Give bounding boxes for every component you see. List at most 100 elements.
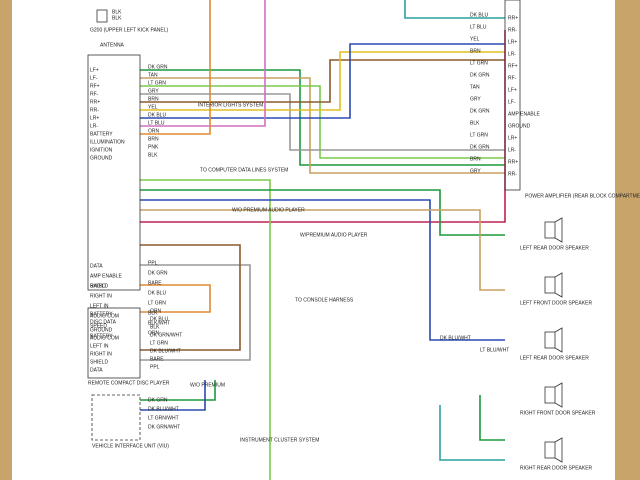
wire-label: DK BLU: [148, 290, 166, 296]
wire-label: BLK: [112, 9, 122, 15]
speaker-cone: [554, 272, 563, 298]
wire-label: DK GRN/WHT: [148, 424, 180, 430]
annotation: W/PREMIUM AUDIO PLAYER: [300, 232, 368, 238]
pin-label: ILLUMINATION: [90, 139, 125, 145]
cd-title: REMOTE COMPACT DISC PLAYER: [88, 380, 170, 386]
antenna-label: ANTENNA: [100, 42, 125, 48]
pin-label: RR-: [508, 171, 517, 177]
cd-player-box: [87, 307, 141, 379]
wire-label: BLK: [150, 324, 160, 330]
viu-title: VEHICLE INTERFACE UNIT (VIU): [92, 443, 169, 449]
speaker-label: LEFT REAR DOOR SPEAKER: [520, 245, 589, 251]
ground-block: [96, 9, 108, 23]
annotation: W/O PREMIUM: [190, 382, 225, 388]
pin-label: LR-: [90, 123, 98, 129]
wire-label: BRN: [148, 96, 159, 102]
wire-label: BRN: [470, 156, 481, 162]
wire-label: ORN: [150, 308, 162, 314]
pin-label: RF-: [508, 75, 517, 81]
speaker-label: LEFT REAR DOOR SPEAKER: [520, 355, 589, 361]
pin-label: RF+: [90, 83, 100, 89]
wire-label: BLK: [470, 120, 480, 126]
ground-label: G200 (UPPER LEFT KICK PANEL): [90, 27, 169, 33]
wire-label: LT GRN: [148, 300, 166, 306]
pin-label: RR-: [90, 107, 99, 113]
wire-label: LT GRN: [150, 340, 168, 346]
pin-label: LR+: [508, 135, 517, 141]
amplifier-box: [504, 0, 521, 191]
pin-label: RF+: [508, 63, 518, 69]
pin-label: RR+: [508, 15, 518, 21]
pin-label: LEFT IN: [90, 303, 109, 309]
viu-box: [91, 394, 141, 441]
pin-label: DISC DATA: [90, 319, 117, 325]
wire-label: LT GRN: [470, 132, 488, 138]
wire-label: DK GRN: [470, 108, 490, 114]
speaker: [544, 441, 556, 459]
pin-label: RIGHT IN: [90, 293, 112, 299]
speaker-label: RIGHT REAR DOOR SPEAKER: [520, 465, 593, 471]
wire-label: LT BLU: [470, 24, 487, 30]
speaker-label: LEFT FRONT DOOR SPEAKER: [520, 300, 592, 306]
radio-box: [87, 54, 141, 291]
pin-label: GROUND: [90, 155, 113, 161]
speaker: [544, 331, 556, 349]
wire-label: LT GRN/WHT: [148, 415, 179, 421]
wire-label: BLK: [112, 15, 122, 21]
pin-label: RR+: [90, 99, 100, 105]
speaker-cone: [554, 327, 563, 353]
annotation: LT BLU/WHT: [480, 347, 509, 353]
wire-label: LT BLU: [148, 120, 165, 126]
pin-label: DATA: [90, 367, 103, 373]
pin-label: GROUND: [90, 327, 113, 333]
frame-edge: [615, 0, 640, 480]
pin-label: SHIELD: [90, 359, 108, 365]
radio-title: RADIO: [90, 283, 106, 289]
pin-label: SHIELD: [90, 283, 108, 289]
pin-label: SPEED: [90, 323, 107, 329]
wire-label: TAN: [470, 84, 480, 90]
wire-label: PPL: [148, 260, 158, 266]
wire-label: DK GRN: [470, 72, 490, 78]
wire-label: DK BLU: [150, 316, 168, 322]
speaker: [544, 221, 556, 239]
wire-label: DK GRN: [148, 64, 168, 70]
pin-label: BATTERY: [90, 311, 113, 317]
pin-label: LF-: [90, 75, 98, 81]
wire-label: GRY: [148, 88, 159, 94]
wire-label: BRN: [148, 136, 159, 142]
wire-label: PPL: [150, 364, 160, 370]
speaker-label: RIGHT FRONT DOOR SPEAKER: [520, 410, 596, 416]
wire-label: DK BLU/WHT: [148, 406, 179, 412]
wire-label: GRY: [470, 168, 481, 174]
wire-label: BARE: [148, 280, 162, 286]
pin-label: LR+: [508, 39, 517, 45]
wire-label: BLK: [148, 152, 158, 158]
speaker-cone: [554, 217, 563, 243]
wire-label: DK GRN/WHT: [150, 332, 182, 338]
wire-label: ORN: [148, 330, 160, 336]
pin-label: AUDIO COM: [90, 335, 119, 341]
annotation: W/O PREMIUM AUDIO PLAYER: [232, 207, 305, 213]
pin-label: IGNITION: [90, 147, 113, 153]
frame-edge: [0, 0, 12, 480]
pin-label: AMP ENABLE: [508, 111, 541, 117]
annotation: TO COMPUTER DATA LINES SYSTEM: [200, 167, 288, 173]
wire-label: DK GRN: [148, 270, 168, 276]
amplifier-title: POWER AMPLIFIER (REAR BLOCK COMPARTMENT): [525, 193, 640, 199]
pin-label: GROUND: [508, 123, 531, 129]
wire-label: TAN: [148, 72, 158, 78]
pin-label: RIGHT IN: [90, 351, 112, 357]
wire-label: DK BLU/WHT: [150, 348, 181, 354]
wire-label: DK BLU: [148, 112, 166, 118]
pin-label: AMP ENABLE: [90, 273, 123, 279]
pin-label: LR+: [90, 115, 99, 121]
wire-label: PNK: [148, 144, 159, 150]
wire-label: BLK: [148, 310, 158, 316]
annotation: INTERIOR LIGHTS SYSTEM: [198, 102, 263, 108]
speaker: [544, 386, 556, 404]
pin-label: RR-: [508, 27, 517, 33]
pin-label: AUDIO COM: [90, 313, 119, 319]
wire-label: YEL: [148, 104, 158, 110]
pin-label: LF-: [508, 99, 516, 105]
